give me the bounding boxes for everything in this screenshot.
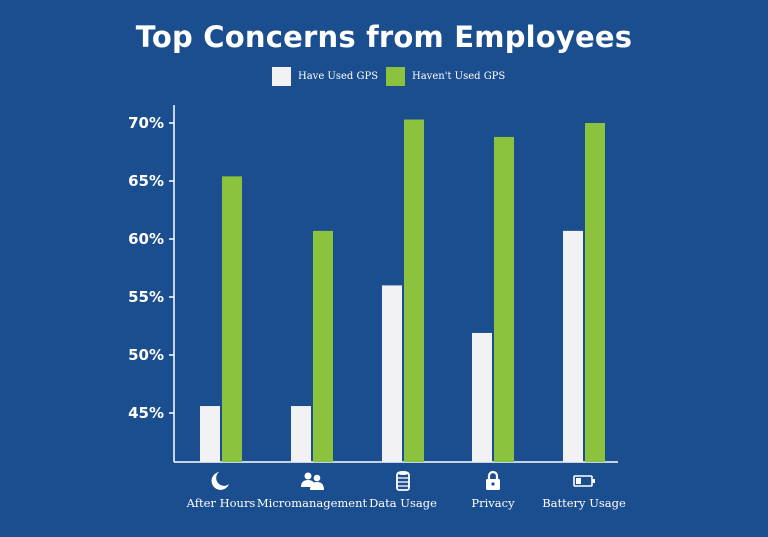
y-tick-label-1: 50% [128, 346, 164, 364]
legend-label-havent-used-gps: Haven't Used GPS [412, 71, 506, 82]
legend-label-have-used-gps: Have Used GPS [298, 71, 379, 82]
moon-icon [211, 472, 229, 490]
people-icon [301, 472, 324, 490]
bar-havent-used-1 [313, 230, 333, 462]
category-label-1: Micromanagement [257, 496, 368, 510]
y-tick-label-0: 45% [128, 404, 164, 422]
y-tick-label-4: 65% [128, 172, 164, 190]
database-icon [396, 471, 410, 491]
bar-have-used-3 [472, 332, 492, 462]
bar-havent-used-3 [494, 136, 514, 463]
legend-item-havent-used-gps: Haven't Used GPS [386, 67, 505, 86]
bar-have-used-0 [200, 406, 220, 462]
bar-have-used-4 [563, 230, 583, 462]
y-tick-label-5: 70% [128, 114, 164, 132]
bar-havent-used-4 [585, 123, 605, 462]
lock-icon [486, 470, 500, 490]
y-tick-label-3: 60% [128, 230, 164, 248]
bar-havent-used-0 [222, 176, 242, 463]
legend: Have Used GPS Haven't Used GPS [0, 67, 768, 89]
legend-item-have-used-gps: Have Used GPS [272, 67, 378, 86]
category-label-0: After Hours [186, 496, 256, 510]
chart-title: Top Concerns from Employees [135, 20, 633, 54]
battery-icon [573, 475, 595, 487]
category-label-3: Privacy [471, 496, 515, 510]
bar-havent-used-2 [404, 119, 424, 463]
bar-have-used-2 [382, 285, 402, 462]
category-label-4: Battery Usage [542, 496, 626, 510]
category-label-2: Data Usage [369, 496, 437, 510]
y-tick-label-2: 55% [128, 288, 164, 306]
legend-swatch-have-used-gps [272, 67, 291, 86]
legend-swatch-havent-used-gps [386, 67, 405, 86]
bar-have-used-1 [291, 406, 311, 462]
